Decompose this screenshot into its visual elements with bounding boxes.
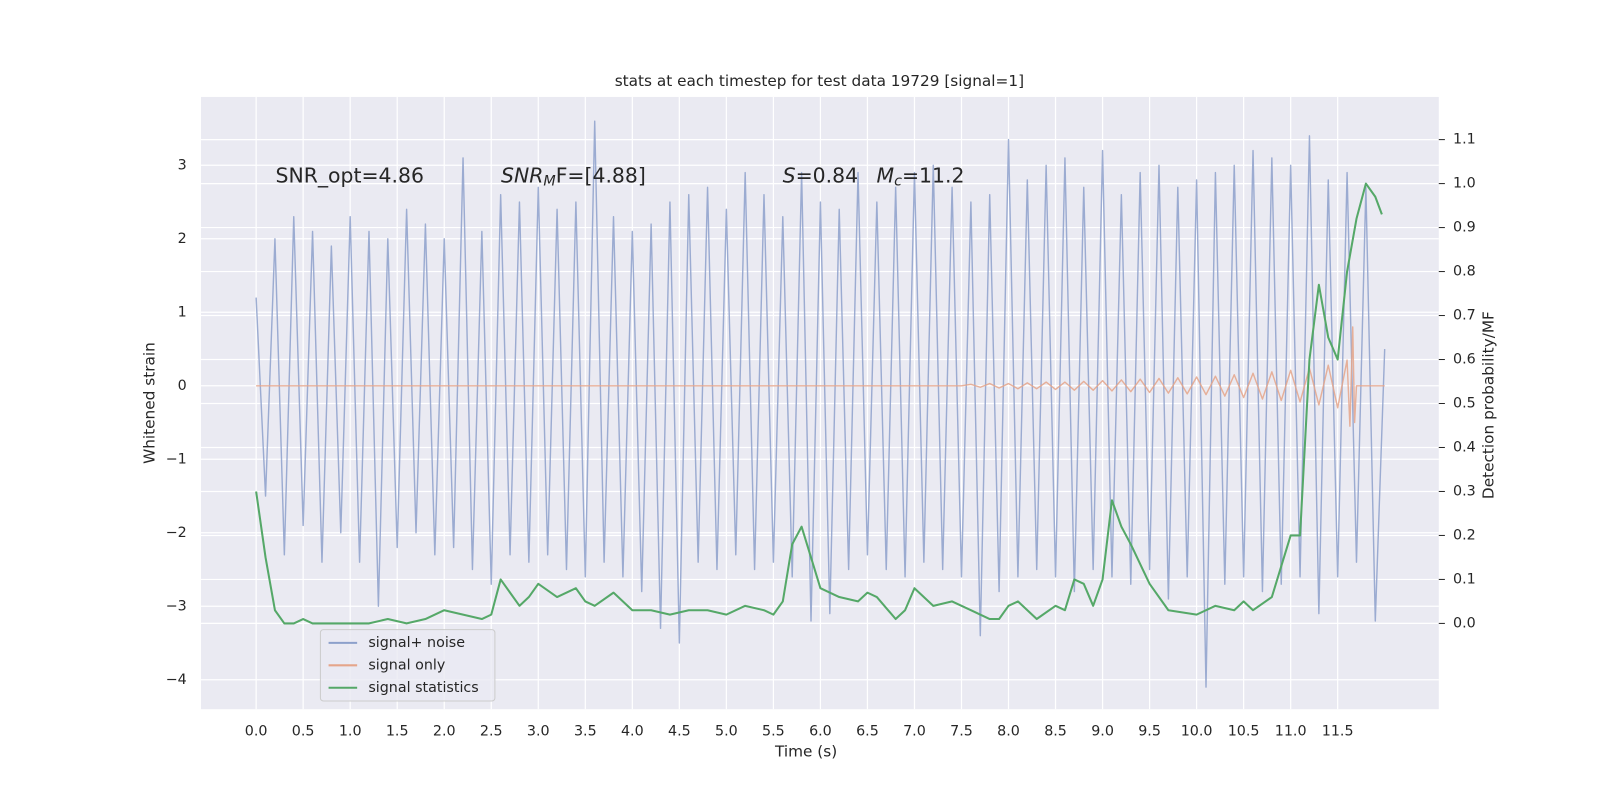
x-tick-label: 9.5 <box>1138 724 1161 740</box>
annotation-subscript: c <box>894 174 902 190</box>
y2-tick-label: 0.4 <box>1453 439 1476 455</box>
x-tick-label: 8.5 <box>1044 724 1067 740</box>
annotation-text: M <box>877 164 895 188</box>
x-tick-label: 3.5 <box>574 724 597 740</box>
y2-tick-label: 1.1 <box>1453 132 1476 148</box>
y-tick-label: −4 <box>166 672 187 688</box>
y2-axis-label: Detection probability/MF <box>1479 311 1497 499</box>
y-tick-label: −2 <box>166 525 187 541</box>
annotation-text: =0.84 <box>796 164 859 188</box>
x-tick-label: 5.5 <box>762 724 785 740</box>
y-tick-label: 3 <box>178 157 187 173</box>
legend-box <box>319 629 496 702</box>
legend-label: signal+ noise <box>368 635 465 651</box>
x-tick-label: 7.0 <box>903 724 926 740</box>
annotation: SNR_opt=4.86 <box>276 164 424 189</box>
annotation-text: S <box>783 164 796 188</box>
annotation-text: =11.2 <box>902 164 965 188</box>
x-tick-label: 2.0 <box>433 724 456 740</box>
x-tick-label: 1.0 <box>339 724 362 740</box>
annotation-text: SNR <box>501 164 543 188</box>
marks <box>255 120 1386 688</box>
chart-title: stats at each timestep for test data 197… <box>615 72 1024 90</box>
y-tick-label: −1 <box>166 451 187 467</box>
series-line <box>255 182 1383 625</box>
x-tick-label: 9.0 <box>1091 724 1114 740</box>
y2-tick-label: 1.0 <box>1453 176 1476 192</box>
legend-label: signal statistics <box>368 680 478 696</box>
x-tick-label: 0.5 <box>292 724 315 740</box>
annotation: Mc=11.2 <box>877 164 965 190</box>
x-tick-label: 1.5 <box>386 724 409 740</box>
series-line <box>256 326 1385 427</box>
x-tick-label: 8.0 <box>997 724 1020 740</box>
y2-tick-label: 0.9 <box>1453 220 1476 236</box>
y2-tick-label: 0.1 <box>1453 571 1476 587</box>
x-tick-label: 10.0 <box>1181 724 1213 740</box>
y-tick-label: −3 <box>166 598 187 614</box>
labels: 0.0 0.5 1.0 1.5 2.0 2.5 3.0 3.5 4.0 4.5 5.0 5.5 6.0 6… <box>166 132 1476 740</box>
x-tick-label: 6.0 <box>809 724 832 740</box>
y-axis-label: Whitened strain <box>141 342 159 464</box>
x-tick-label: 11.5 <box>1322 724 1354 740</box>
y2-tick-label: 0.8 <box>1453 264 1476 280</box>
legend-label: signal only <box>368 657 445 673</box>
x-tick-label: 2.5 <box>480 724 503 740</box>
x-tick-label: 10.5 <box>1228 724 1260 740</box>
series-line <box>255 120 1386 688</box>
annotation-text: SNR_opt=4.86 <box>276 164 424 189</box>
annotation: S=0.84 <box>783 164 858 188</box>
y2-tick-label: 0.3 <box>1453 483 1476 499</box>
x-tick-label: 4.0 <box>621 724 644 740</box>
y-tick-label: 2 <box>178 231 187 247</box>
annotation: SNRMF=[4.88] <box>501 164 646 190</box>
y2-tick-label: 0.7 <box>1453 308 1476 324</box>
x-tick-label: 5.0 <box>715 724 738 740</box>
y2-tick-label: 0.5 <box>1453 396 1476 412</box>
annotation-text: F=[4.88] <box>556 164 646 188</box>
x-tick-label: 6.5 <box>856 724 879 740</box>
y-tick-label: 0 <box>178 378 187 394</box>
x-tick-label: 3.0 <box>527 724 550 740</box>
x-tick-label: 11.0 <box>1275 724 1307 740</box>
annotation-subscript: M <box>543 174 555 190</box>
x-tick-label: 0.0 <box>245 724 268 740</box>
x-tick-label: 7.5 <box>950 724 973 740</box>
y2-tick-label: 0.0 <box>1453 615 1476 631</box>
y2-tick-label: 0.2 <box>1453 527 1476 543</box>
legend: signal+ noise signal only signal statistic… <box>319 629 496 702</box>
y2-tick-label: 0.6 <box>1453 352 1476 368</box>
x-tick-label: 4.5 <box>668 724 691 740</box>
y-tick-label: 1 <box>178 304 187 320</box>
x-axis-label: Time (s) <box>774 743 837 761</box>
